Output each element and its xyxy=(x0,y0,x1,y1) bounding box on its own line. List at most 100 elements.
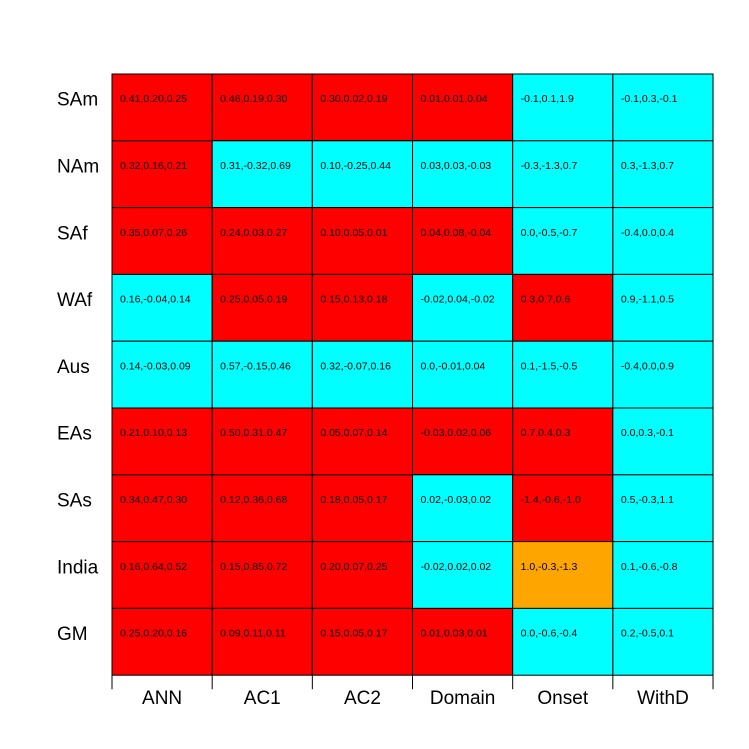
cell-value-label: 0.15,0.13,0.18 xyxy=(320,294,387,306)
heatmap-cell xyxy=(311,407,414,476)
column-label: ANN xyxy=(142,688,182,709)
cell-value-label: 0.5,-0.3,1.1 xyxy=(621,494,674,506)
cell-value-label: 0.34,0.47,0.30 xyxy=(120,494,187,506)
cell-value-label: 0.09,0.11,0.11 xyxy=(220,628,286,640)
column-labels: ANN AC1 AC2 Domain Onset WithD xyxy=(142,688,689,709)
cell-value-label: 0.01,0.03,0.01 xyxy=(421,628,488,640)
heatmap-cell xyxy=(211,207,313,275)
cell-value-label: 0.50,0.31,0.47 xyxy=(220,427,287,439)
heatmap-cell xyxy=(412,273,514,342)
row-labels: SAm NAm SAf WAf Aus EAs SAs India GM xyxy=(57,90,99,645)
cell-value-label: 0.41,0.20,0.25 xyxy=(120,93,187,105)
cell-value-label: -1.4,-0.6,-1.0 xyxy=(521,494,581,506)
row-label: GM xyxy=(57,624,88,645)
heatmap-cell xyxy=(211,541,313,609)
heatmap-cell xyxy=(612,407,714,476)
cell-value-label: 0.10,-0.25,0.44 xyxy=(320,160,391,172)
row-label: SAm xyxy=(57,90,98,111)
heatmap-cell xyxy=(512,340,614,409)
heatmap-cells: 0.41,0.20,0.25 0.46,0.19,0.30 0.30,0.02,0.… xyxy=(111,73,714,676)
cell-value-label: 1.0,-0.3,-1.3 xyxy=(521,561,578,573)
cell-value-label: 0.04,0.08,-0.04 xyxy=(421,227,492,239)
cell-value-label: -0.4,0.0,0.4 xyxy=(621,227,674,239)
cell-value-label: 0.05,0.07,0.14 xyxy=(320,427,387,439)
cell-value-label: 0.7,0.4,0.3 xyxy=(521,427,571,439)
heatmap-cell xyxy=(612,607,714,676)
heatmap-cell xyxy=(111,207,213,275)
heatmap-cell xyxy=(111,340,213,409)
column-label: AC2 xyxy=(344,688,381,709)
cell-value-label: 0.25,0.20,0.16 xyxy=(120,628,187,640)
cell-value-label: 0.15,0.05,0.17 xyxy=(320,628,387,640)
heatmap-cell xyxy=(111,407,213,476)
cell-value-label: 0.1,-1.5,-0.5 xyxy=(521,360,578,372)
row-label: NAm xyxy=(57,157,99,178)
cell-value-label: -0.4,0.0,0.9 xyxy=(621,360,674,372)
heatmap-cell xyxy=(612,140,714,209)
cell-value-label: 0.3,0.7,0.6 xyxy=(521,294,571,306)
heatmap-cell xyxy=(311,73,414,142)
heatmap-cell xyxy=(512,73,614,142)
cell-value-label: 0.01,0.01,0.04 xyxy=(421,93,488,105)
cell-value-label: 0.25,0.05,0.19 xyxy=(220,294,287,306)
heatmap-cell xyxy=(612,340,714,409)
heatmap-cell xyxy=(111,474,213,543)
x-axis-ticks xyxy=(111,675,714,690)
column-label: Onset xyxy=(537,688,588,709)
heatmap-cell xyxy=(311,340,414,409)
row-label: EAs xyxy=(57,424,92,445)
cell-value-label: 0.30,0.02,0.19 xyxy=(320,93,387,105)
heatmap-cell xyxy=(512,474,614,543)
heatmap-cell xyxy=(211,407,313,476)
row-label: India xyxy=(57,557,99,578)
cell-value-label: -0.02,0.04,-0.02 xyxy=(421,294,495,306)
heatmap-cell xyxy=(211,273,313,342)
heatmap-cell xyxy=(412,207,514,275)
cell-value-label: 0.2,-0.5,0.1 xyxy=(621,628,674,640)
heatmap-cell xyxy=(512,407,614,476)
heatmap-cell xyxy=(412,474,514,543)
heatmap-cell xyxy=(111,73,213,142)
cell-value-label: 0.15,0.85,0.72 xyxy=(220,561,287,573)
heatmap-cell xyxy=(612,474,714,543)
heatmap-cell xyxy=(211,340,313,409)
heatmap-cell xyxy=(612,273,714,342)
heatmap-cell xyxy=(311,607,414,676)
cell-value-label: 0.0,-0.5,-0.7 xyxy=(521,227,578,239)
cell-value-label: 0.18,0.05,0.17 xyxy=(320,494,387,506)
cell-value-label: -0.3,-1.3,0.7 xyxy=(521,160,578,172)
cell-value-label: -0.03,0.02,0.06 xyxy=(421,427,492,439)
cell-value-label: 0.9,-1.1,0.5 xyxy=(621,294,674,306)
heatmap-cell xyxy=(412,73,514,142)
row-label: SAs xyxy=(57,491,92,512)
heatmap-cell xyxy=(412,140,514,209)
cell-value-label: 0.14,-0.03,0.09 xyxy=(120,360,191,372)
cell-value-label: 0.21,0.10,0.13 xyxy=(120,427,187,439)
column-label: WithD xyxy=(637,688,689,709)
heatmap-cell xyxy=(211,474,313,543)
cell-value-label: 0.57,-0.15,0.46 xyxy=(220,360,291,372)
cell-value-label: 0.16,-0.04,0.14 xyxy=(120,294,191,306)
cell-value-label: 0.24,0.03,0.27 xyxy=(220,227,287,239)
cell-value-label: 0.3,-1.3,0.7 xyxy=(621,160,674,172)
heatmap-cell xyxy=(211,607,313,676)
heatmap-cell xyxy=(311,273,414,342)
row-label: SAf xyxy=(57,223,88,244)
cell-value-label: 0.1,-0.6,-0.8 xyxy=(621,561,678,573)
heatmap-cell xyxy=(512,207,614,275)
heatmap-cell xyxy=(412,541,514,609)
heatmap-cell xyxy=(311,207,414,275)
cell-value-label: 0.03,0.03,-0.03 xyxy=(421,160,492,172)
cell-value-label: 0.02,-0.03,0.02 xyxy=(421,494,492,506)
cell-value-label: -0.1,0.3,-0.1 xyxy=(621,93,678,105)
row-label: Aus xyxy=(57,357,90,378)
cell-value-label: 0.0,0.3,-0.1 xyxy=(621,427,674,439)
heatmap-cell xyxy=(612,541,714,609)
cell-value-label: 0.20,0.07,0.25 xyxy=(320,561,387,573)
heatmap-cell xyxy=(111,541,213,609)
heatmap-cell xyxy=(111,140,213,209)
cell-value-label: 0.31,-0.32,0.69 xyxy=(220,160,291,172)
heatmap-cell xyxy=(512,140,614,209)
row-label: WAf xyxy=(57,290,93,311)
cell-value-label: 0.0,-0.01,0.04 xyxy=(421,360,486,372)
